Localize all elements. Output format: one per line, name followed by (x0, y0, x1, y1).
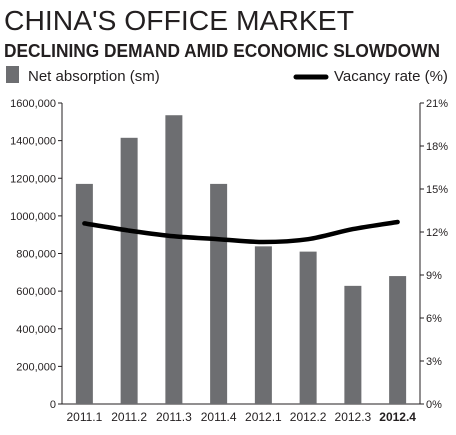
x-tick-label: 2011.4 (201, 410, 237, 424)
left-tick-label: 400,000 (16, 324, 56, 336)
chart-subtitle: DECLINING DEMAND AMID ECONOMIC SLOWDOWN (4, 41, 440, 61)
bar-net-absorption (75, 183, 93, 404)
bar-net-absorption (165, 115, 183, 405)
left-tick-label: 1400,000 (10, 136, 56, 148)
right-tick-label: 18% (426, 141, 448, 153)
x-tick-label: 2012.4 (379, 410, 416, 424)
right-tick-label: 15% (426, 184, 448, 196)
vacancy-rate-line (82, 219, 400, 245)
x-tick-label: 2012.1 (245, 410, 282, 424)
left-tick-label: 800,000 (16, 249, 56, 261)
x-tick-label: 2012.3 (335, 410, 372, 424)
plot-area: 0 200,000 400,000 600,000 800,000 1000,000 120… (10, 98, 448, 424)
bar-net-absorption (210, 183, 228, 404)
bar-net-absorption (344, 285, 362, 404)
left-tick-label: 200,000 (16, 361, 56, 373)
bar-net-absorption (120, 137, 138, 404)
bar-net-absorption (254, 246, 272, 404)
left-tick-label: 600,000 (16, 286, 56, 298)
bar-net-absorption (389, 276, 407, 404)
bar-net-absorption (299, 251, 317, 404)
legend-bar-swatch (6, 66, 19, 83)
right-tick-label: 3% (426, 356, 442, 368)
left-tick-label: 1600,000 (10, 98, 56, 110)
x-tick-label: 2011.3 (156, 410, 192, 424)
x-tick-label: 2012.2 (290, 410, 327, 424)
left-tick-label: 1200,000 (10, 173, 56, 185)
right-tick-label: 6% (426, 313, 442, 325)
chart-title: CHINA'S OFFICE MARKET (4, 5, 354, 36)
right-tick-label: 21% (426, 98, 448, 110)
x-tick-label: 2011.1 (66, 410, 102, 424)
left-tick-label: 1000,000 (10, 211, 56, 223)
right-tick-label: 12% (426, 227, 448, 239)
x-tick-label: 2011.2 (111, 410, 147, 424)
legend-line-label: Vacancy rate (%) (334, 68, 448, 85)
left-tick-label: 0 (50, 399, 56, 411)
right-tick-label: 9% (426, 270, 442, 282)
legend-bar-label: Net absorption (sm) (28, 68, 160, 85)
right-tick-label: 0% (426, 399, 442, 411)
